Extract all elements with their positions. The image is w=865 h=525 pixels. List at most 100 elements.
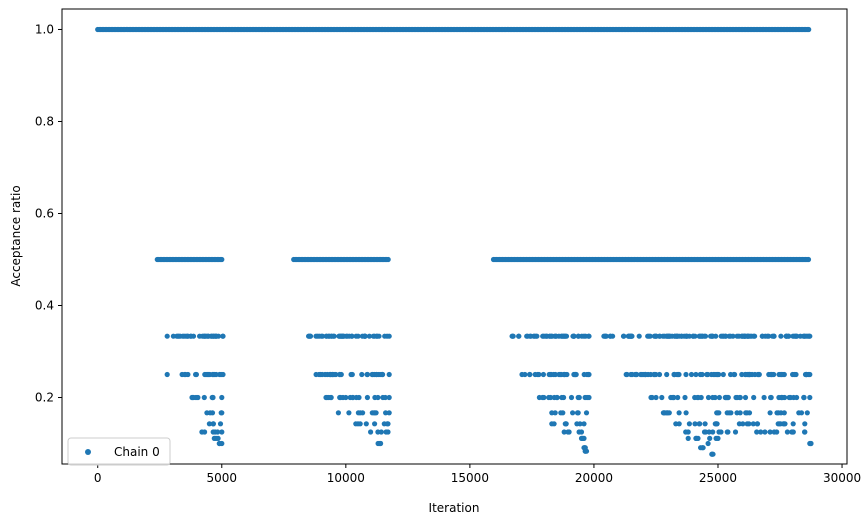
data-point bbox=[708, 371, 715, 378]
data-point bbox=[728, 371, 734, 378]
y-tick-label: 0.2 bbox=[35, 391, 54, 405]
data-point bbox=[343, 394, 349, 401]
data-point bbox=[739, 371, 745, 378]
data-point bbox=[778, 333, 784, 339]
data-point bbox=[215, 429, 221, 435]
data-point bbox=[360, 410, 366, 416]
data-point bbox=[536, 394, 543, 401]
data-point bbox=[571, 333, 577, 339]
data-point bbox=[382, 333, 388, 339]
data-point bbox=[379, 371, 385, 378]
data-point bbox=[213, 371, 219, 378]
y-tick-label: 0.6 bbox=[35, 206, 54, 220]
data-point bbox=[715, 435, 721, 441]
data-point bbox=[692, 394, 698, 401]
data-point bbox=[802, 429, 808, 435]
data-point bbox=[656, 333, 663, 339]
data-point bbox=[769, 333, 776, 339]
data-point bbox=[574, 421, 580, 427]
data-point bbox=[195, 394, 201, 401]
data-point bbox=[386, 410, 392, 416]
data-point bbox=[509, 333, 515, 339]
data-point bbox=[743, 410, 749, 416]
data-point bbox=[628, 371, 634, 378]
x-tick-label: 0 bbox=[94, 471, 102, 485]
data-point bbox=[690, 333, 696, 339]
data-point bbox=[704, 371, 710, 378]
data-point bbox=[636, 333, 642, 339]
data-point bbox=[797, 333, 804, 339]
x-tick-label: 15000 bbox=[451, 471, 489, 485]
data-point bbox=[762, 333, 768, 339]
data-point bbox=[754, 429, 760, 435]
x-tick-label: 5000 bbox=[207, 471, 238, 485]
legend-marker-chain-0 bbox=[85, 449, 91, 455]
data-point bbox=[349, 333, 355, 339]
data-point bbox=[568, 394, 575, 401]
data-point bbox=[583, 410, 590, 416]
data-point bbox=[807, 333, 813, 339]
data-point bbox=[316, 333, 322, 339]
data-point bbox=[335, 410, 341, 416]
data-point bbox=[688, 371, 695, 378]
data-point bbox=[739, 333, 745, 339]
data-point bbox=[781, 410, 787, 416]
data-point bbox=[382, 394, 388, 401]
data-point bbox=[210, 421, 216, 427]
data-point bbox=[572, 371, 579, 378]
data-point bbox=[362, 333, 368, 339]
data-point bbox=[766, 371, 772, 378]
data-point bbox=[199, 429, 205, 435]
data-point bbox=[714, 410, 720, 416]
data-point bbox=[807, 371, 813, 378]
data-point bbox=[210, 429, 216, 435]
data-point bbox=[328, 333, 334, 339]
data-point bbox=[356, 394, 362, 401]
data-point bbox=[210, 371, 216, 378]
data-point bbox=[702, 421, 708, 427]
data-point bbox=[756, 371, 762, 378]
data-point bbox=[682, 394, 688, 401]
data-point bbox=[801, 394, 807, 401]
data-point bbox=[673, 421, 679, 427]
data-point bbox=[363, 421, 369, 427]
data-point bbox=[727, 333, 734, 339]
data-point bbox=[540, 371, 547, 378]
data-point bbox=[527, 333, 533, 339]
data-point bbox=[563, 333, 570, 339]
data-point bbox=[778, 371, 784, 378]
legend-box bbox=[67, 437, 171, 466]
data-point bbox=[671, 394, 677, 401]
data-point bbox=[716, 429, 722, 435]
data-point bbox=[527, 371, 533, 378]
data-point bbox=[189, 394, 195, 401]
data-point bbox=[804, 410, 810, 416]
data-point bbox=[737, 394, 743, 401]
data-point bbox=[740, 421, 746, 427]
data-point bbox=[581, 333, 587, 339]
data-point bbox=[746, 410, 753, 416]
data-point bbox=[385, 421, 391, 427]
data-point bbox=[722, 394, 728, 401]
data-point bbox=[180, 333, 186, 339]
data-point bbox=[353, 421, 359, 427]
data-point bbox=[746, 421, 752, 427]
data-point bbox=[683, 371, 689, 378]
data-point bbox=[791, 371, 798, 378]
data-point bbox=[720, 371, 726, 378]
data-point bbox=[357, 421, 363, 427]
data-point bbox=[679, 333, 685, 339]
data-point bbox=[574, 410, 581, 416]
x-tick-label: 30000 bbox=[823, 471, 861, 485]
data-point bbox=[385, 256, 391, 263]
data-point bbox=[791, 394, 797, 401]
data-point bbox=[693, 371, 699, 378]
data-point bbox=[554, 394, 560, 401]
y-tick-label: 0.8 bbox=[35, 114, 54, 128]
data-point bbox=[699, 371, 705, 378]
data-point bbox=[705, 440, 711, 447]
data-point bbox=[695, 435, 701, 441]
data-point bbox=[805, 256, 812, 263]
data-point bbox=[713, 421, 719, 427]
data-point bbox=[561, 429, 567, 435]
